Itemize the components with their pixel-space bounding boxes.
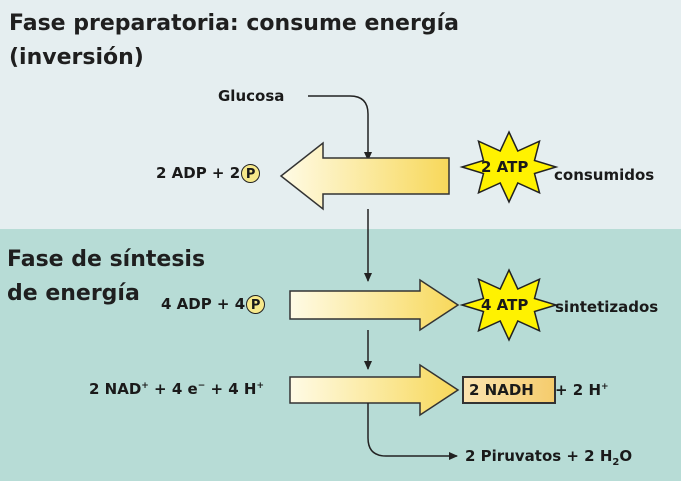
heading-synthesis-line2: de energía <box>7 281 140 306</box>
label-nadh: 2 NADH <box>469 381 534 399</box>
label-consumed: consumidos <box>554 166 655 184</box>
label-atp-synthesized: 4 ATP <box>481 296 529 314</box>
label-pyruvate: 2 Piruvatos + 2 H2O <box>465 447 633 468</box>
electron-minus-sup: − <box>197 381 206 391</box>
nadh-proton-sup: + <box>601 382 609 392</box>
atp-synthesis-arrow <box>289 278 460 332</box>
water-suffix: O <box>619 447 633 465</box>
star-atp-synthesized <box>459 268 559 342</box>
heading-preparatory-line1: Fase preparatoria: consume energía <box>9 11 459 36</box>
label-atp-consumed: 2 ATP <box>481 158 529 176</box>
nad-text: 2 NAD <box>89 380 142 398</box>
adp-output-text: 2 ADP + 2 <box>156 164 241 182</box>
star-atp-consumed <box>459 130 559 204</box>
label-synthesized: sintetizados <box>555 298 659 316</box>
protons-text: + 4 H <box>205 380 257 398</box>
pyruvate-connector <box>367 403 458 460</box>
glucose-connector <box>308 95 372 161</box>
investment-arrow <box>279 141 450 211</box>
heading-synthesis-line1: Fase de síntesis <box>7 247 206 272</box>
nadh-arrow <box>289 363 460 417</box>
label-glucose: Glucosa <box>218 87 285 105</box>
nadh-protons-text: + 2 H <box>555 381 602 399</box>
nad-plus-sup: + <box>141 381 149 391</box>
heading-preparatory-line2: (inversión) <box>9 45 144 70</box>
pyruvate-text: 2 Piruvatos + 2 H <box>465 447 613 465</box>
electrons-text: + 4 e <box>148 380 198 398</box>
label-nad-input: 2 NAD+ + 4 e− + 4 H+ <box>89 380 264 398</box>
proton-plus-sup: + <box>256 381 265 391</box>
adp-input-text: 4 ADP + 4 <box>161 295 246 313</box>
label-nadh-protons: + 2 H+ <box>555 381 609 399</box>
phosphate-circle-1: P <box>241 164 261 183</box>
water-subscript: 2 <box>612 457 620 468</box>
nadh-box <box>462 376 556 404</box>
synthesis-phase-panel <box>0 229 681 481</box>
phosphate-circle-2: P <box>246 295 266 314</box>
